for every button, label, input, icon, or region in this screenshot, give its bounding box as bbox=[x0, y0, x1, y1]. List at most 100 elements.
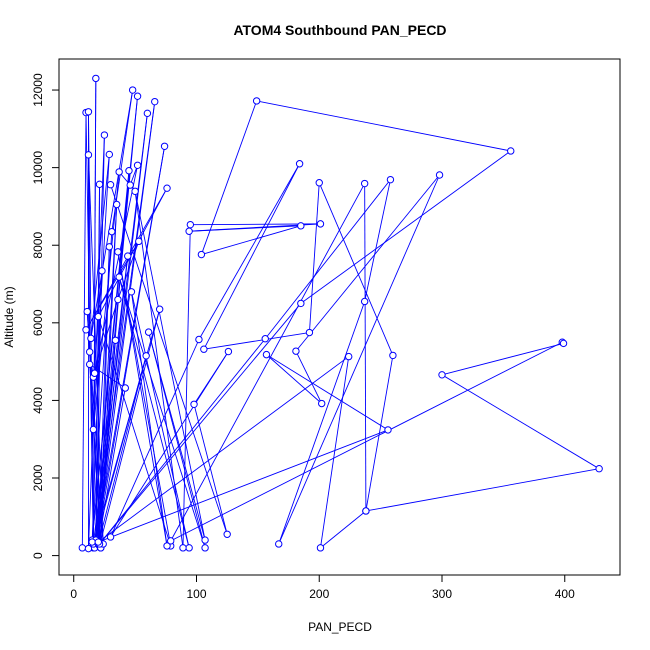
y-axis-title: Altitude (m) bbox=[2, 286, 16, 347]
data-point bbox=[195, 335, 203, 344]
series-segment bbox=[134, 191, 206, 541]
data-point bbox=[316, 544, 325, 552]
data-point bbox=[92, 74, 100, 83]
data-point bbox=[185, 544, 193, 552]
data-point bbox=[201, 544, 209, 552]
series-segment bbox=[295, 350, 323, 404]
series-layer bbox=[78, 74, 603, 553]
data-point bbox=[151, 97, 159, 106]
data-point bbox=[360, 179, 369, 188]
data-point bbox=[105, 150, 114, 159]
series-segment bbox=[98, 429, 389, 543]
data-point bbox=[125, 167, 133, 175]
x-tick-label: 400 bbox=[555, 587, 575, 601]
data-point bbox=[135, 237, 143, 246]
series-segment bbox=[95, 340, 116, 541]
series-segment bbox=[117, 241, 140, 300]
data-point bbox=[82, 326, 90, 334]
data-point bbox=[78, 544, 87, 552]
series-segment bbox=[266, 354, 389, 431]
series-segment bbox=[90, 154, 110, 339]
data-point bbox=[133, 92, 142, 100]
data-point bbox=[83, 307, 91, 316]
series-segment bbox=[200, 100, 258, 255]
series-segment bbox=[99, 309, 161, 547]
data-point bbox=[316, 220, 325, 228]
data-point bbox=[185, 227, 193, 235]
series-segment bbox=[198, 163, 300, 340]
series-segment bbox=[364, 183, 367, 511]
series-segment bbox=[94, 299, 119, 374]
data-point bbox=[315, 179, 323, 187]
y-tick-label: 0 bbox=[31, 552, 45, 559]
data-point bbox=[144, 328, 153, 336]
data-point bbox=[131, 187, 139, 195]
data-point bbox=[112, 200, 121, 209]
series-segment bbox=[189, 225, 301, 232]
series-segment bbox=[201, 225, 301, 255]
series-segment bbox=[90, 89, 134, 339]
data-point bbox=[114, 295, 122, 304]
data-point bbox=[88, 538, 96, 546]
data-point bbox=[305, 328, 314, 337]
series-segment bbox=[266, 354, 322, 404]
series-segment bbox=[97, 387, 126, 545]
data-point bbox=[142, 352, 150, 360]
data-point bbox=[167, 537, 175, 545]
data-point bbox=[223, 530, 231, 538]
data-point bbox=[160, 142, 169, 150]
series-segment bbox=[320, 356, 350, 548]
data-point bbox=[163, 542, 171, 550]
data-point bbox=[507, 147, 515, 155]
series-segment bbox=[170, 183, 366, 542]
series-segment bbox=[182, 224, 191, 548]
series-segment bbox=[365, 468, 600, 512]
data-point bbox=[386, 175, 395, 184]
series-segment bbox=[94, 165, 139, 374]
series-segment bbox=[170, 341, 563, 542]
series-segment bbox=[203, 332, 310, 350]
data-point bbox=[133, 161, 142, 170]
data-point bbox=[100, 131, 109, 139]
series-segment bbox=[203, 163, 301, 350]
data-point bbox=[345, 352, 353, 361]
x-tick-label: 300 bbox=[432, 587, 452, 601]
series-segment bbox=[278, 301, 366, 545]
series-segment bbox=[193, 351, 229, 405]
data-point bbox=[438, 371, 446, 379]
data-point bbox=[89, 425, 98, 434]
series-segment bbox=[97, 355, 147, 545]
series-segment bbox=[97, 316, 172, 547]
x-tick-label: 200 bbox=[309, 587, 329, 601]
series-segment bbox=[320, 510, 367, 549]
y-axis: 0 2000 4000 6000 8000 10000 12000 bbox=[31, 73, 60, 559]
y-tick-label: 10000 bbox=[31, 151, 45, 185]
x-axis: 0 100 200 300 400 bbox=[70, 574, 575, 601]
data-point bbox=[297, 222, 305, 230]
x-tick-label: 100 bbox=[186, 587, 206, 601]
series-segment bbox=[92, 154, 110, 430]
data-point bbox=[360, 297, 369, 306]
data-point bbox=[252, 97, 261, 105]
data-point bbox=[559, 339, 568, 348]
series-segment bbox=[98, 356, 349, 543]
data-point bbox=[292, 347, 300, 355]
data-point bbox=[179, 544, 187, 552]
series-segment bbox=[99, 338, 266, 545]
data-point bbox=[85, 348, 94, 356]
series-segment bbox=[300, 150, 512, 304]
data-point bbox=[85, 360, 94, 369]
data-point bbox=[84, 108, 93, 116]
y-tick-label: 8000 bbox=[31, 232, 45, 259]
data-point bbox=[106, 533, 115, 541]
series-segment bbox=[295, 174, 440, 352]
series-segment bbox=[110, 184, 228, 535]
y-tick-label: 6000 bbox=[31, 309, 45, 336]
data-point bbox=[275, 540, 283, 548]
x-tick-label: 0 bbox=[70, 587, 77, 601]
data-point bbox=[143, 109, 152, 118]
series-segment bbox=[97, 187, 168, 317]
x-axis-title: PAN_PECD bbox=[308, 620, 372, 634]
data-point bbox=[362, 507, 370, 515]
